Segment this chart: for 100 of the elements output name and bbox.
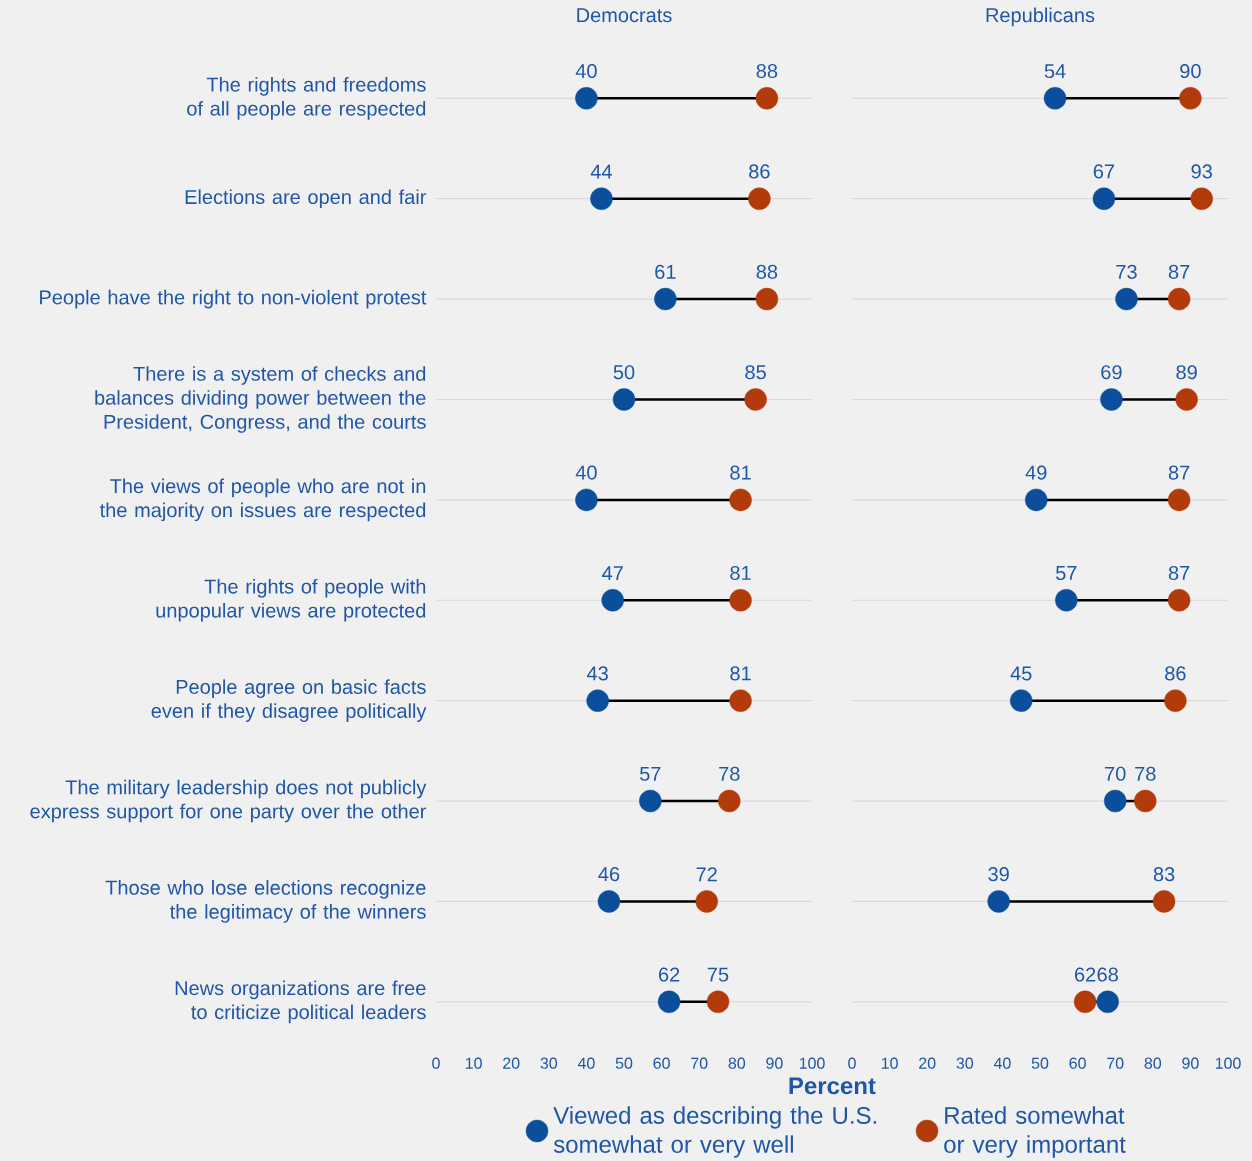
point [755, 287, 779, 311]
data-label: 88 [756, 63, 778, 79]
y-tick-label: Elections are open and fair [185, 189, 427, 209]
point [654, 287, 677, 311]
point [575, 87, 598, 110]
x-tick-label: 70 [1107, 1057, 1124, 1069]
data-label: 87 [1168, 565, 1190, 581]
point [729, 488, 752, 512]
y-tick-label: There is a system of checks and balances dividing power between the President, Congress, and the courts [95, 366, 426, 433]
x-tick-label: 0 [848, 1057, 856, 1069]
y-tick-label: The rights of people with unpopular views are protected [156, 578, 426, 622]
point [1092, 187, 1116, 210]
x-tick-label: 10 [881, 1057, 898, 1069]
data-label: 39 [988, 867, 1009, 882]
legend-label: Viewed as describing the U.S. somewhat or very well [553, 1106, 877, 1158]
data-label: 73 [1116, 264, 1137, 279]
data-label: 40 [575, 465, 597, 480]
data-label: 49 [1025, 465, 1047, 480]
point [695, 890, 718, 913]
point [744, 388, 767, 411]
data-label: 57 [640, 766, 661, 781]
y-tick-label: The views of people who are not in the majority on issues are respected [99, 478, 426, 522]
point [575, 488, 598, 512]
point [729, 589, 752, 612]
y-tick-label: People have the right to non-violent protest [40, 289, 427, 309]
data-label: 87 [1168, 264, 1190, 279]
point [1152, 890, 1176, 913]
data-label: 46 [598, 867, 620, 882]
data-label: 68 [1097, 967, 1118, 982]
data-label: 47 [602, 566, 623, 581]
point [706, 990, 730, 1014]
data-label: 50 [613, 365, 635, 380]
point [1025, 488, 1048, 512]
data-label: 93 [1191, 164, 1212, 179]
y-tick-label: Those who lose elections recognize the legitimacy of the winners [105, 880, 426, 923]
x-tick-label: 70 [691, 1057, 708, 1069]
data-label: 72 [696, 867, 717, 882]
point [748, 187, 771, 210]
data-label: 81 [730, 666, 751, 681]
point [755, 87, 779, 110]
point [639, 789, 662, 813]
x-tick-label: 20 [503, 1057, 520, 1069]
x-tick-label: 30 [956, 1057, 974, 1069]
point [586, 689, 609, 712]
data-label: 86 [1165, 666, 1186, 681]
point [1100, 388, 1123, 411]
point [612, 388, 636, 411]
y-tick-label: News organizations are free to criticize political leaders [175, 980, 426, 1024]
chart-title: Democrats [577, 8, 672, 23]
point [1167, 589, 1191, 612]
point [1104, 789, 1127, 813]
data-label: 62 [1075, 967, 1096, 982]
point [1115, 287, 1138, 311]
x-tick-label: 20 [919, 1057, 936, 1069]
data-label: 78 [1135, 766, 1156, 781]
data-label: 81 [730, 565, 751, 581]
y-tick-label: People agree on basic facts even if they disagree politically [151, 679, 427, 722]
data-label: 70 [1105, 766, 1126, 781]
x-tick-label: 90 [1182, 1057, 1199, 1069]
data-label: 54 [1044, 64, 1066, 79]
point [1010, 689, 1033, 712]
point [1073, 990, 1097, 1014]
data-label: 40 [575, 63, 597, 79]
y-tick-label: The rights and freedoms of all people are respected [187, 77, 426, 120]
point [1167, 488, 1191, 512]
point [1175, 388, 1198, 411]
data-label: 83 [1153, 867, 1175, 882]
point [597, 890, 621, 913]
data-label: 57 [1056, 566, 1077, 581]
point [1164, 689, 1187, 712]
data-label: 69 [1101, 365, 1122, 380]
point [1179, 87, 1202, 110]
point [1055, 589, 1078, 612]
point [1096, 990, 1119, 1014]
data-label: 88 [756, 264, 778, 279]
data-label: 85 [745, 365, 766, 380]
x-tick-label: 40 [993, 1057, 1011, 1069]
data-label: 78 [719, 766, 740, 781]
legend-label: Rated somewhat or very important [944, 1106, 1126, 1158]
x-tick-label: 60 [653, 1057, 670, 1069]
x-tick-label: 90 [766, 1057, 783, 1069]
data-label: 43 [587, 666, 608, 681]
data-label: 67 [1093, 164, 1115, 179]
data-label: 61 [655, 264, 676, 279]
x-tick-label: 80 [728, 1057, 746, 1069]
point [987, 890, 1010, 913]
data-label: 62 [659, 967, 680, 982]
point [1043, 87, 1067, 110]
x-tick-label: 60 [1069, 1057, 1086, 1069]
data-label: 44 [590, 164, 612, 179]
x-tick-label: 50 [615, 1057, 633, 1069]
x-tick-label: 100 [799, 1057, 825, 1069]
x-tick-label: 30 [540, 1057, 558, 1069]
x-tick-label: 10 [465, 1057, 482, 1069]
x-tick-label: 0 [432, 1057, 440, 1069]
point [590, 187, 613, 210]
point [1167, 287, 1191, 311]
data-label: 75 [707, 967, 729, 982]
point [601, 589, 624, 612]
data-label: 87 [1168, 465, 1190, 480]
